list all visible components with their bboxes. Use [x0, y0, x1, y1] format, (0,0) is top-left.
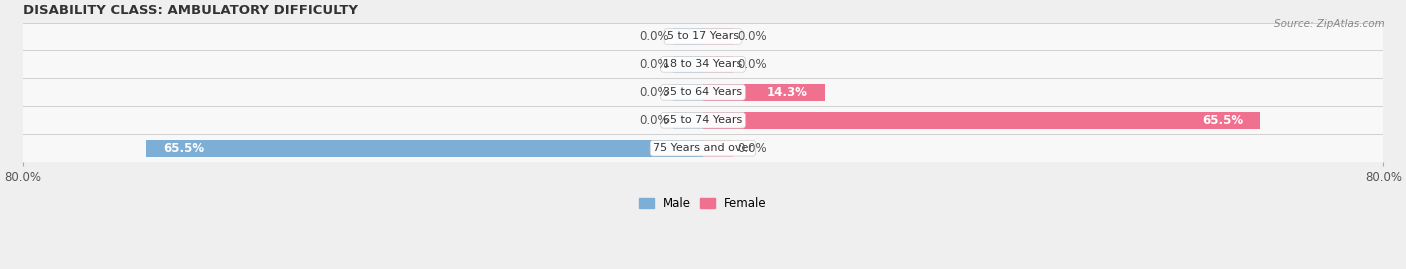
Text: 0.0%: 0.0% [640, 30, 669, 43]
Bar [673, 28, 703, 45]
Text: 0.0%: 0.0% [640, 86, 669, 99]
Bar [22, 106, 1384, 134]
Bar [146, 140, 703, 157]
Bar [673, 84, 703, 101]
Legend: Male, Female: Male, Female [634, 193, 772, 215]
Bar [703, 56, 733, 73]
Text: 0.0%: 0.0% [640, 58, 669, 71]
Text: 65.5%: 65.5% [1202, 114, 1243, 127]
Bar [22, 51, 1384, 78]
Bar [703, 28, 733, 45]
Text: 0.0%: 0.0% [640, 114, 669, 127]
Text: 0.0%: 0.0% [737, 142, 766, 155]
Bar [673, 56, 703, 73]
Bar [703, 112, 1260, 129]
Bar [703, 140, 733, 157]
Text: 65.5%: 65.5% [163, 142, 204, 155]
Text: 0.0%: 0.0% [737, 58, 766, 71]
Text: Source: ZipAtlas.com: Source: ZipAtlas.com [1274, 19, 1385, 29]
Bar [22, 23, 1384, 51]
Text: 65 to 74 Years: 65 to 74 Years [664, 115, 742, 125]
Bar [703, 84, 824, 101]
Text: 5 to 17 Years: 5 to 17 Years [666, 31, 740, 41]
Text: 75 Years and over: 75 Years and over [652, 143, 754, 153]
Bar [673, 112, 703, 129]
Text: 35 to 64 Years: 35 to 64 Years [664, 87, 742, 97]
Bar [22, 134, 1384, 162]
Text: 0.0%: 0.0% [737, 30, 766, 43]
Text: 18 to 34 Years: 18 to 34 Years [664, 59, 742, 69]
Bar [22, 78, 1384, 106]
Text: 14.3%: 14.3% [766, 86, 807, 99]
Text: DISABILITY CLASS: AMBULATORY DIFFICULTY: DISABILITY CLASS: AMBULATORY DIFFICULTY [22, 4, 357, 17]
